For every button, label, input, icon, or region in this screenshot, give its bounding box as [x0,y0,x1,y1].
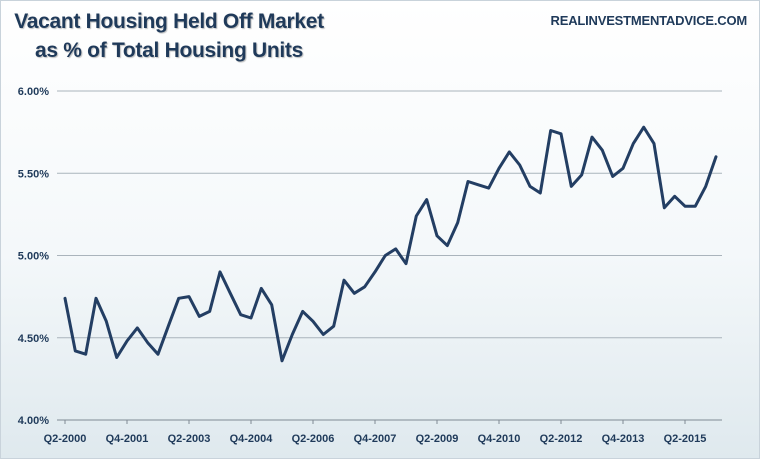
x-tick-label: Q2-2003 [168,433,211,445]
series-line [63,125,718,363]
y-tick-label: 6.00% [18,86,49,98]
y-tick-label: 5.00% [18,251,49,263]
x-tick-label: Q2-2006 [292,433,335,445]
chart-title-line2: as % of Total Housing Units [34,39,304,62]
x-tick-label: Q4-2010 [478,433,521,445]
y-tick-label: 4.50% [18,333,49,345]
y-tick-label: 4.00% [18,415,49,427]
x-tick-label: Q2-2015 [664,433,707,445]
x-tick-label: Q2-2009 [416,433,459,445]
source-label: REALINVESTMENTADVICE.COM [550,13,748,28]
y-tick-label: 5.50% [18,168,49,180]
x-tick-label: Q2-2000 [44,433,87,445]
x-tick-label: Q4-2007 [354,433,397,445]
chart-title: Vacant Housing Held Off Market as % of T… [9,7,329,65]
chart-title-line1: Vacant Housing Held Off Market [14,10,324,33]
x-tick-label: Q4-2001 [106,433,149,445]
x-tick-label: Q4-2013 [602,433,645,445]
x-tick-label: Q2-2012 [540,433,583,445]
x-tick-label: Q4-2004 [230,433,274,445]
